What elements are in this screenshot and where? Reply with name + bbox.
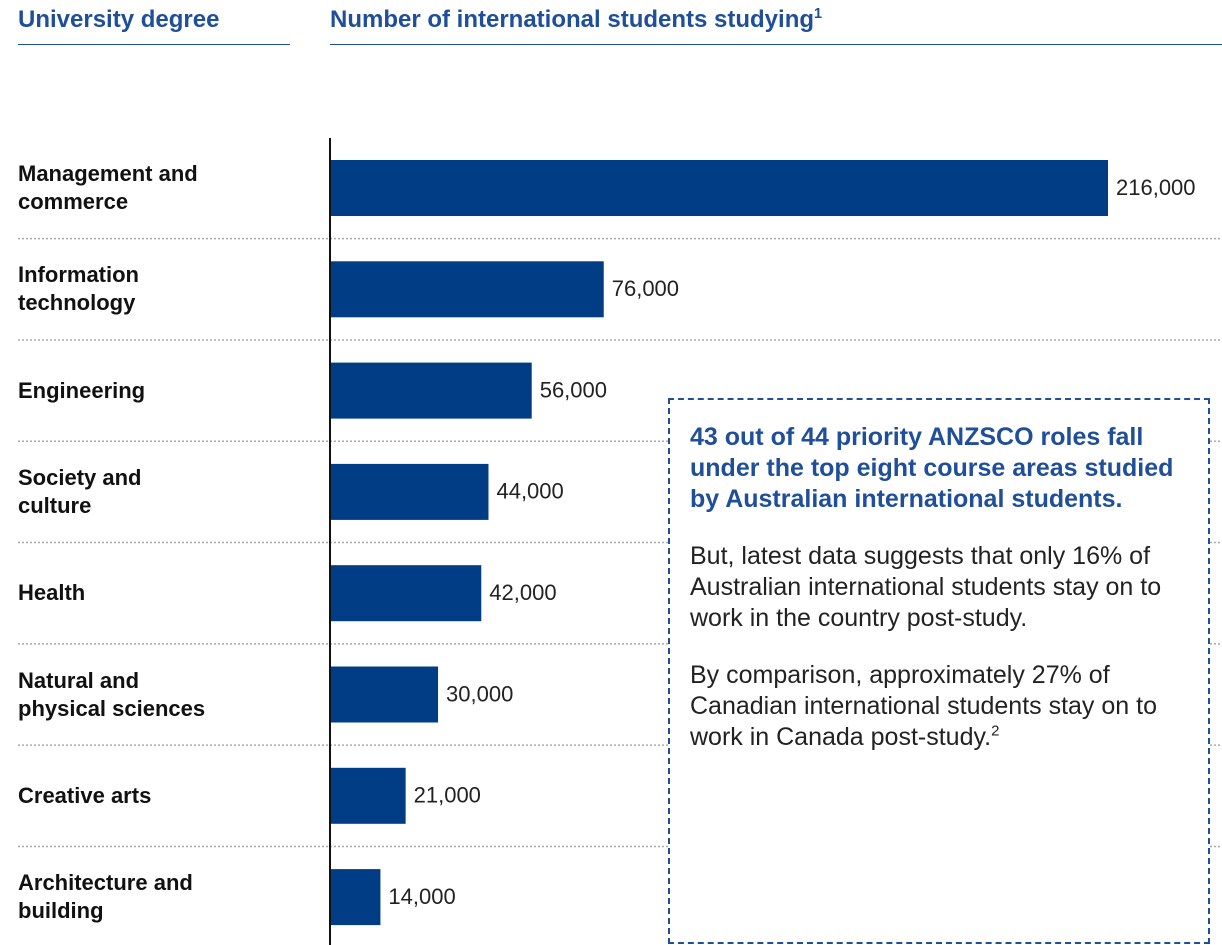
bar [330,869,381,926]
bar [330,666,439,723]
callout-paragraph: By comparison, approximately 27% of Cana… [690,660,1188,753]
category-label: Architecture and building [18,870,193,924]
bar [330,160,1108,216]
callout-paragraph: But, latest data suggests that only 16% … [690,542,1162,632]
category-label: Natural and physical sciences [18,667,206,721]
value-label: 216,000 [1116,175,1196,200]
bar [330,463,489,520]
header-text: Number of international students studyin… [330,6,815,33]
bar [330,565,482,622]
category-label: Society and culture [18,464,142,518]
value-label: 44,000 [496,479,563,504]
footnote-mark: 1 [814,6,823,22]
value-label: 21,000 [414,783,481,808]
header-text: University degree [18,6,220,33]
category-label: Health [18,580,86,606]
value-label: 14,000 [388,884,455,909]
column-header: Number of international students studyin… [330,6,1222,45]
callout-heading: 43 out of 44 priority ANZSCO roles fall … [690,423,1174,513]
value-label: 42,000 [489,580,556,605]
category-label: Creative arts [18,782,152,808]
callout-box: 43 out of 44 priority ANZSCO roles fall … [668,398,1210,944]
value-label: 30,000 [446,681,513,706]
category-label: Information technology [18,262,139,316]
bar [330,362,532,419]
column-header: University degree [18,6,290,45]
callout-text: By comparison, approximately 27% of Cana… [690,661,1157,751]
bar [330,261,604,318]
footnote-mark: 2 [991,722,1000,740]
value-label: 76,000 [612,276,679,301]
value-label: 56,000 [540,377,607,402]
category-label: Management and commerce [18,161,198,214]
bar [330,767,406,824]
category-label: Engineering [18,377,146,403]
